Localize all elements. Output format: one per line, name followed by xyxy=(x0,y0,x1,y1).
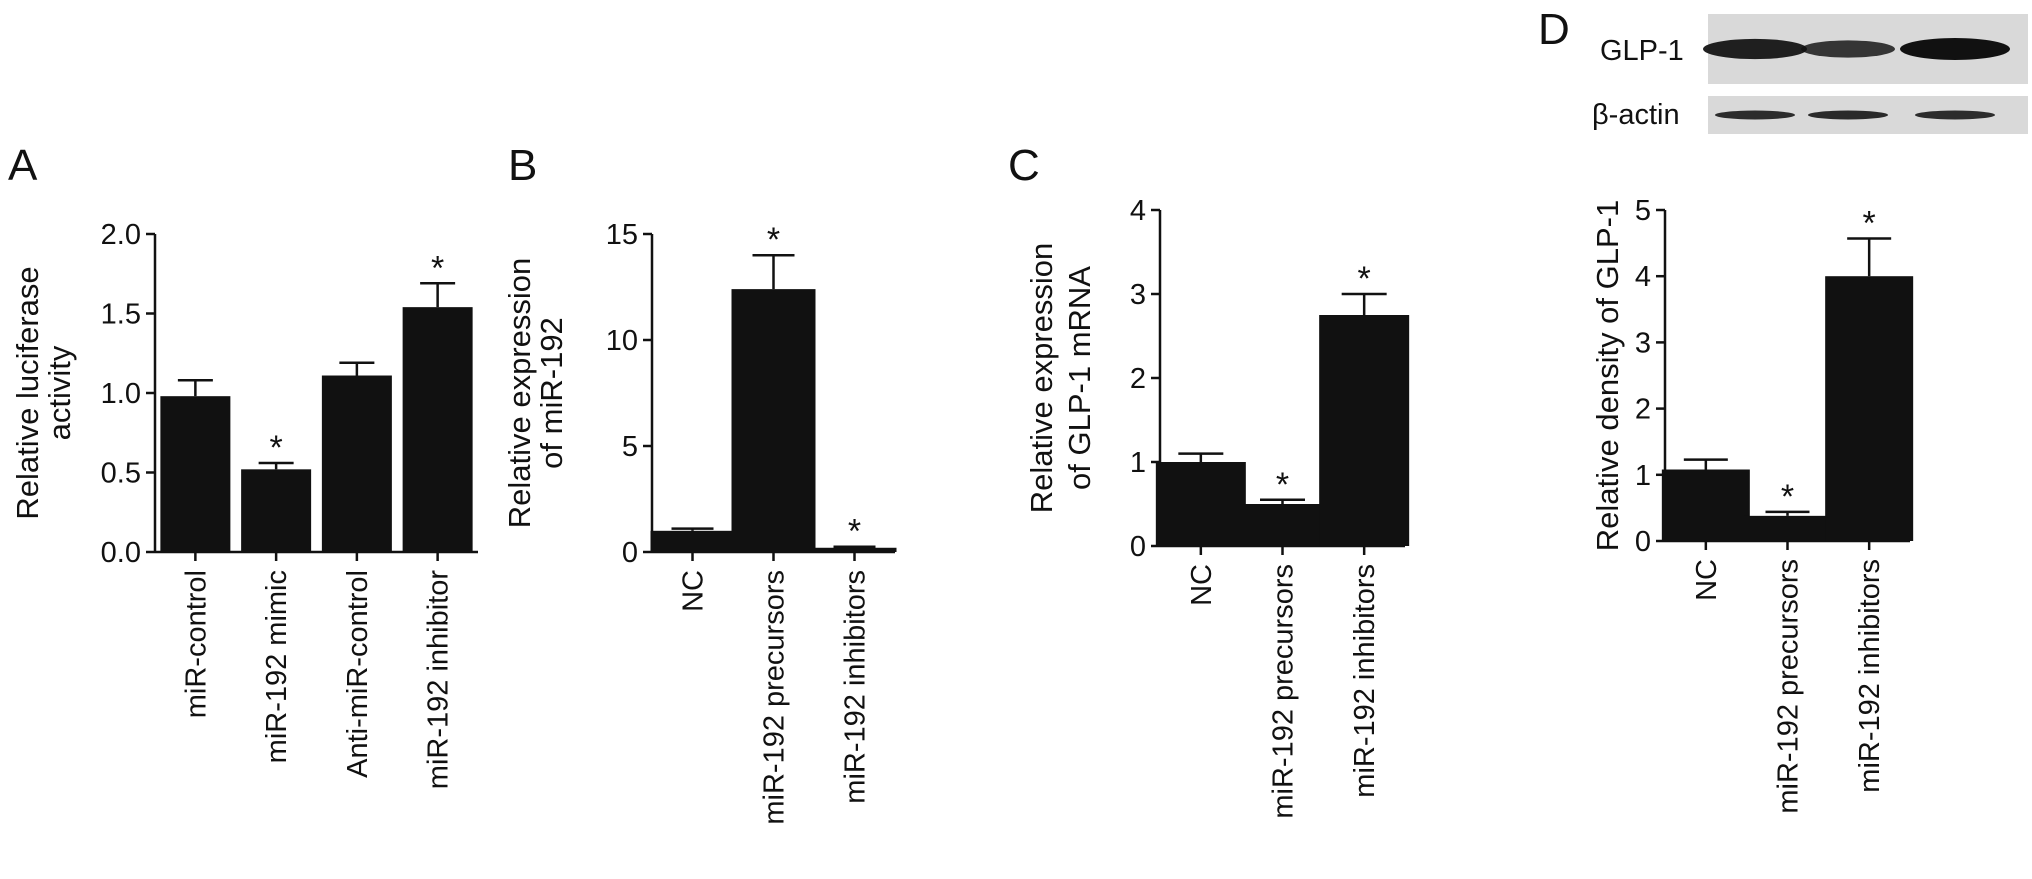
y-tick-label: 4 xyxy=(1635,261,1651,293)
panel-c: C 0 1 2 3 4 Relative expression of GLP-1 mRNA N… xyxy=(1008,141,1410,819)
y-axis-label: Relative density of GLP-1 xyxy=(1590,200,1625,552)
bar xyxy=(241,469,312,552)
chart-c: 0 1 2 3 4 Relative expression of GLP-1 mRNA NC *… xyxy=(1024,195,1410,819)
significance-marker: * xyxy=(1863,204,1876,242)
bar xyxy=(812,547,897,552)
y-axis-label: activity xyxy=(42,345,77,440)
y-axis-label: of miR-192 xyxy=(534,317,569,469)
panel-letter-d: D xyxy=(1538,5,1570,54)
y-axis-label: Relative luciferase xyxy=(10,266,45,519)
y-tick-label: 0.5 xyxy=(101,458,141,490)
x-tick-label: miR-192 inhibitors xyxy=(840,570,872,804)
chart-a: 0.0 0.5 1.0 1.5 2.0 Relative luciferaseactivi… xyxy=(10,219,478,789)
significance-marker: * xyxy=(1358,260,1371,298)
x-tick-label: miR-192 precursors xyxy=(1773,559,1805,814)
western-blot: GLP-1 β-actin xyxy=(1592,14,2028,134)
y-tick-label: 5 xyxy=(1635,195,1651,227)
y-tick-label: 1.0 xyxy=(101,378,141,410)
blot-band xyxy=(1808,110,1888,120)
x-tick-label: NC xyxy=(678,570,710,612)
blot-label-actin: β-actin xyxy=(1592,99,1680,131)
significance-marker: * xyxy=(431,249,444,287)
bar xyxy=(731,289,816,552)
y-tick-label: 1 xyxy=(1635,460,1651,492)
y-axis-label: of GLP-1 mRNA xyxy=(1062,266,1097,490)
significance-marker: * xyxy=(1276,466,1289,504)
x-tick-label: miR-192 inhibitors xyxy=(1349,564,1381,798)
bar xyxy=(321,375,392,552)
y-tick-label: 2.0 xyxy=(101,219,141,251)
panel-a: A 0.0 0.5 1.0 1.5 2.0 Relative luciferaseacti… xyxy=(8,141,478,789)
blot-band xyxy=(1801,40,1895,58)
y-axis-label: Relative expression xyxy=(502,258,537,529)
chart-d: 0 1 2 3 4 5 Relative density of GLP-1 NC * miR-19… xyxy=(1590,195,1914,814)
significance-marker: * xyxy=(848,513,861,551)
bar xyxy=(1319,315,1410,546)
panel-letter-b: B xyxy=(508,141,537,190)
bar xyxy=(650,530,735,552)
y-tick-label: 5 xyxy=(622,431,638,463)
y-axis-label: Relative expression xyxy=(1024,243,1059,514)
x-tick-label: miR-control xyxy=(180,570,212,718)
panel-d: D GLP-1 β-actin 0 1 2 3 4 5 Relative density o… xyxy=(1538,5,2028,814)
y-tick-label: 1 xyxy=(1130,447,1146,479)
bar xyxy=(1743,515,1832,541)
y-tick-label: 15 xyxy=(606,219,638,251)
x-tick-label: miR-192 precursors xyxy=(759,570,791,825)
y-tick-label: 3 xyxy=(1635,327,1651,359)
y-tick-label: 0 xyxy=(622,537,638,569)
x-tick-label: Anti-miR-control xyxy=(342,570,374,778)
x-tick-label: miR-192 inhibitor xyxy=(423,570,455,790)
x-tick-label: miR-192 precursors xyxy=(1268,564,1300,819)
y-tick-label: 1.5 xyxy=(101,299,141,331)
y-tick-label: 0.0 xyxy=(101,537,141,569)
significance-marker: * xyxy=(270,429,283,467)
bar xyxy=(160,396,231,552)
blot-bands xyxy=(1703,14,2028,134)
panel-letter-c: C xyxy=(1008,141,1040,190)
bar xyxy=(1661,469,1750,541)
x-tick-label: NC xyxy=(1691,559,1723,601)
blot-band xyxy=(1703,38,1807,60)
y-tick-label: 4 xyxy=(1130,195,1146,227)
significance-marker: * xyxy=(1781,478,1794,516)
significance-marker: * xyxy=(767,221,780,259)
y-tick-label: 3 xyxy=(1130,279,1146,311)
y-tick-label: 2 xyxy=(1635,394,1651,426)
y-tick-label: 0 xyxy=(1635,526,1651,558)
panel-letter-a: A xyxy=(8,141,38,190)
y-tick-label: 0 xyxy=(1130,531,1146,563)
bar xyxy=(1155,462,1246,546)
bar xyxy=(1825,276,1914,541)
blot-band xyxy=(1900,38,2010,60)
x-tick-label: NC xyxy=(1186,564,1218,606)
bar xyxy=(402,307,473,552)
blot-label-glp1: GLP-1 xyxy=(1600,35,1684,67)
x-tick-label: miR-192 mimic xyxy=(261,570,293,763)
blot-band xyxy=(1715,110,1795,120)
blot-band xyxy=(1915,110,1995,120)
y-tick-label: 10 xyxy=(606,325,638,357)
y-tick-label: 2 xyxy=(1130,363,1146,395)
bar xyxy=(1237,504,1328,546)
x-tick-label: miR-192 inhibitors xyxy=(1854,559,1886,793)
